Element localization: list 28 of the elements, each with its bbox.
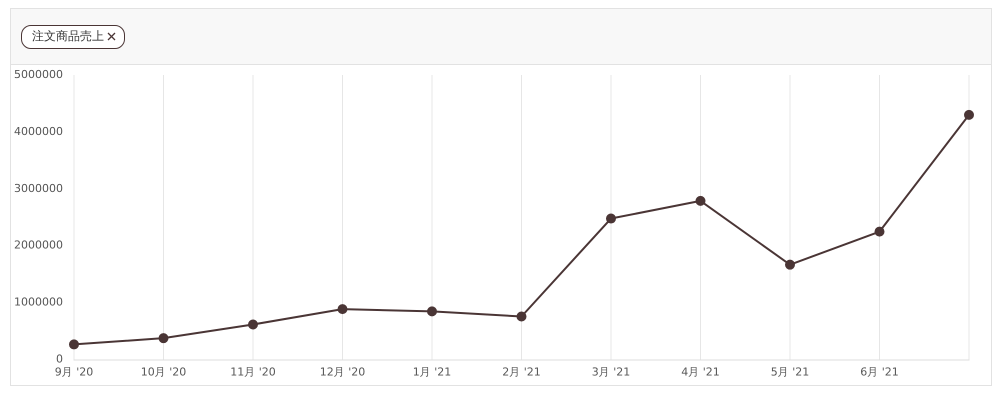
point <box>248 319 258 330</box>
x-tick-label: 1月 '21 <box>412 365 452 378</box>
point <box>337 304 348 314</box>
y-tick-label: 0 <box>56 352 63 366</box>
x-tick-label: 11月 '20 <box>230 365 276 378</box>
y-tick-label: 1000000 <box>14 296 63 309</box>
x-tick-label: 4月 '21 <box>681 365 720 378</box>
point <box>606 214 616 224</box>
x-tick-label: 5月 '21 <box>770 365 810 378</box>
x-tick-label: 2月 '21 <box>502 365 541 378</box>
x-tick-label: 10月 '20 <box>140 365 186 378</box>
point <box>68 339 79 350</box>
x-tick-label: 12月 '20 <box>320 365 366 378</box>
x-tick-label: 3月 '21 <box>592 365 630 378</box>
x-tick-label: 6月 '21 <box>860 365 899 378</box>
point <box>785 260 795 270</box>
x-tick-label: 9月 '20 <box>54 365 94 378</box>
point <box>695 196 706 206</box>
point <box>516 312 526 322</box>
y-tick-label: 5000000 <box>14 68 63 81</box>
y-tick-label: 2000000 <box>14 238 63 252</box>
legend-label: 注文商品売上 <box>32 28 104 44</box>
point <box>426 306 437 316</box>
y-tick-label: 3000000 <box>14 182 63 195</box>
point <box>964 110 974 120</box>
point <box>874 226 884 237</box>
point <box>158 333 168 344</box>
y-tick-label: 4000000 <box>14 124 63 138</box>
